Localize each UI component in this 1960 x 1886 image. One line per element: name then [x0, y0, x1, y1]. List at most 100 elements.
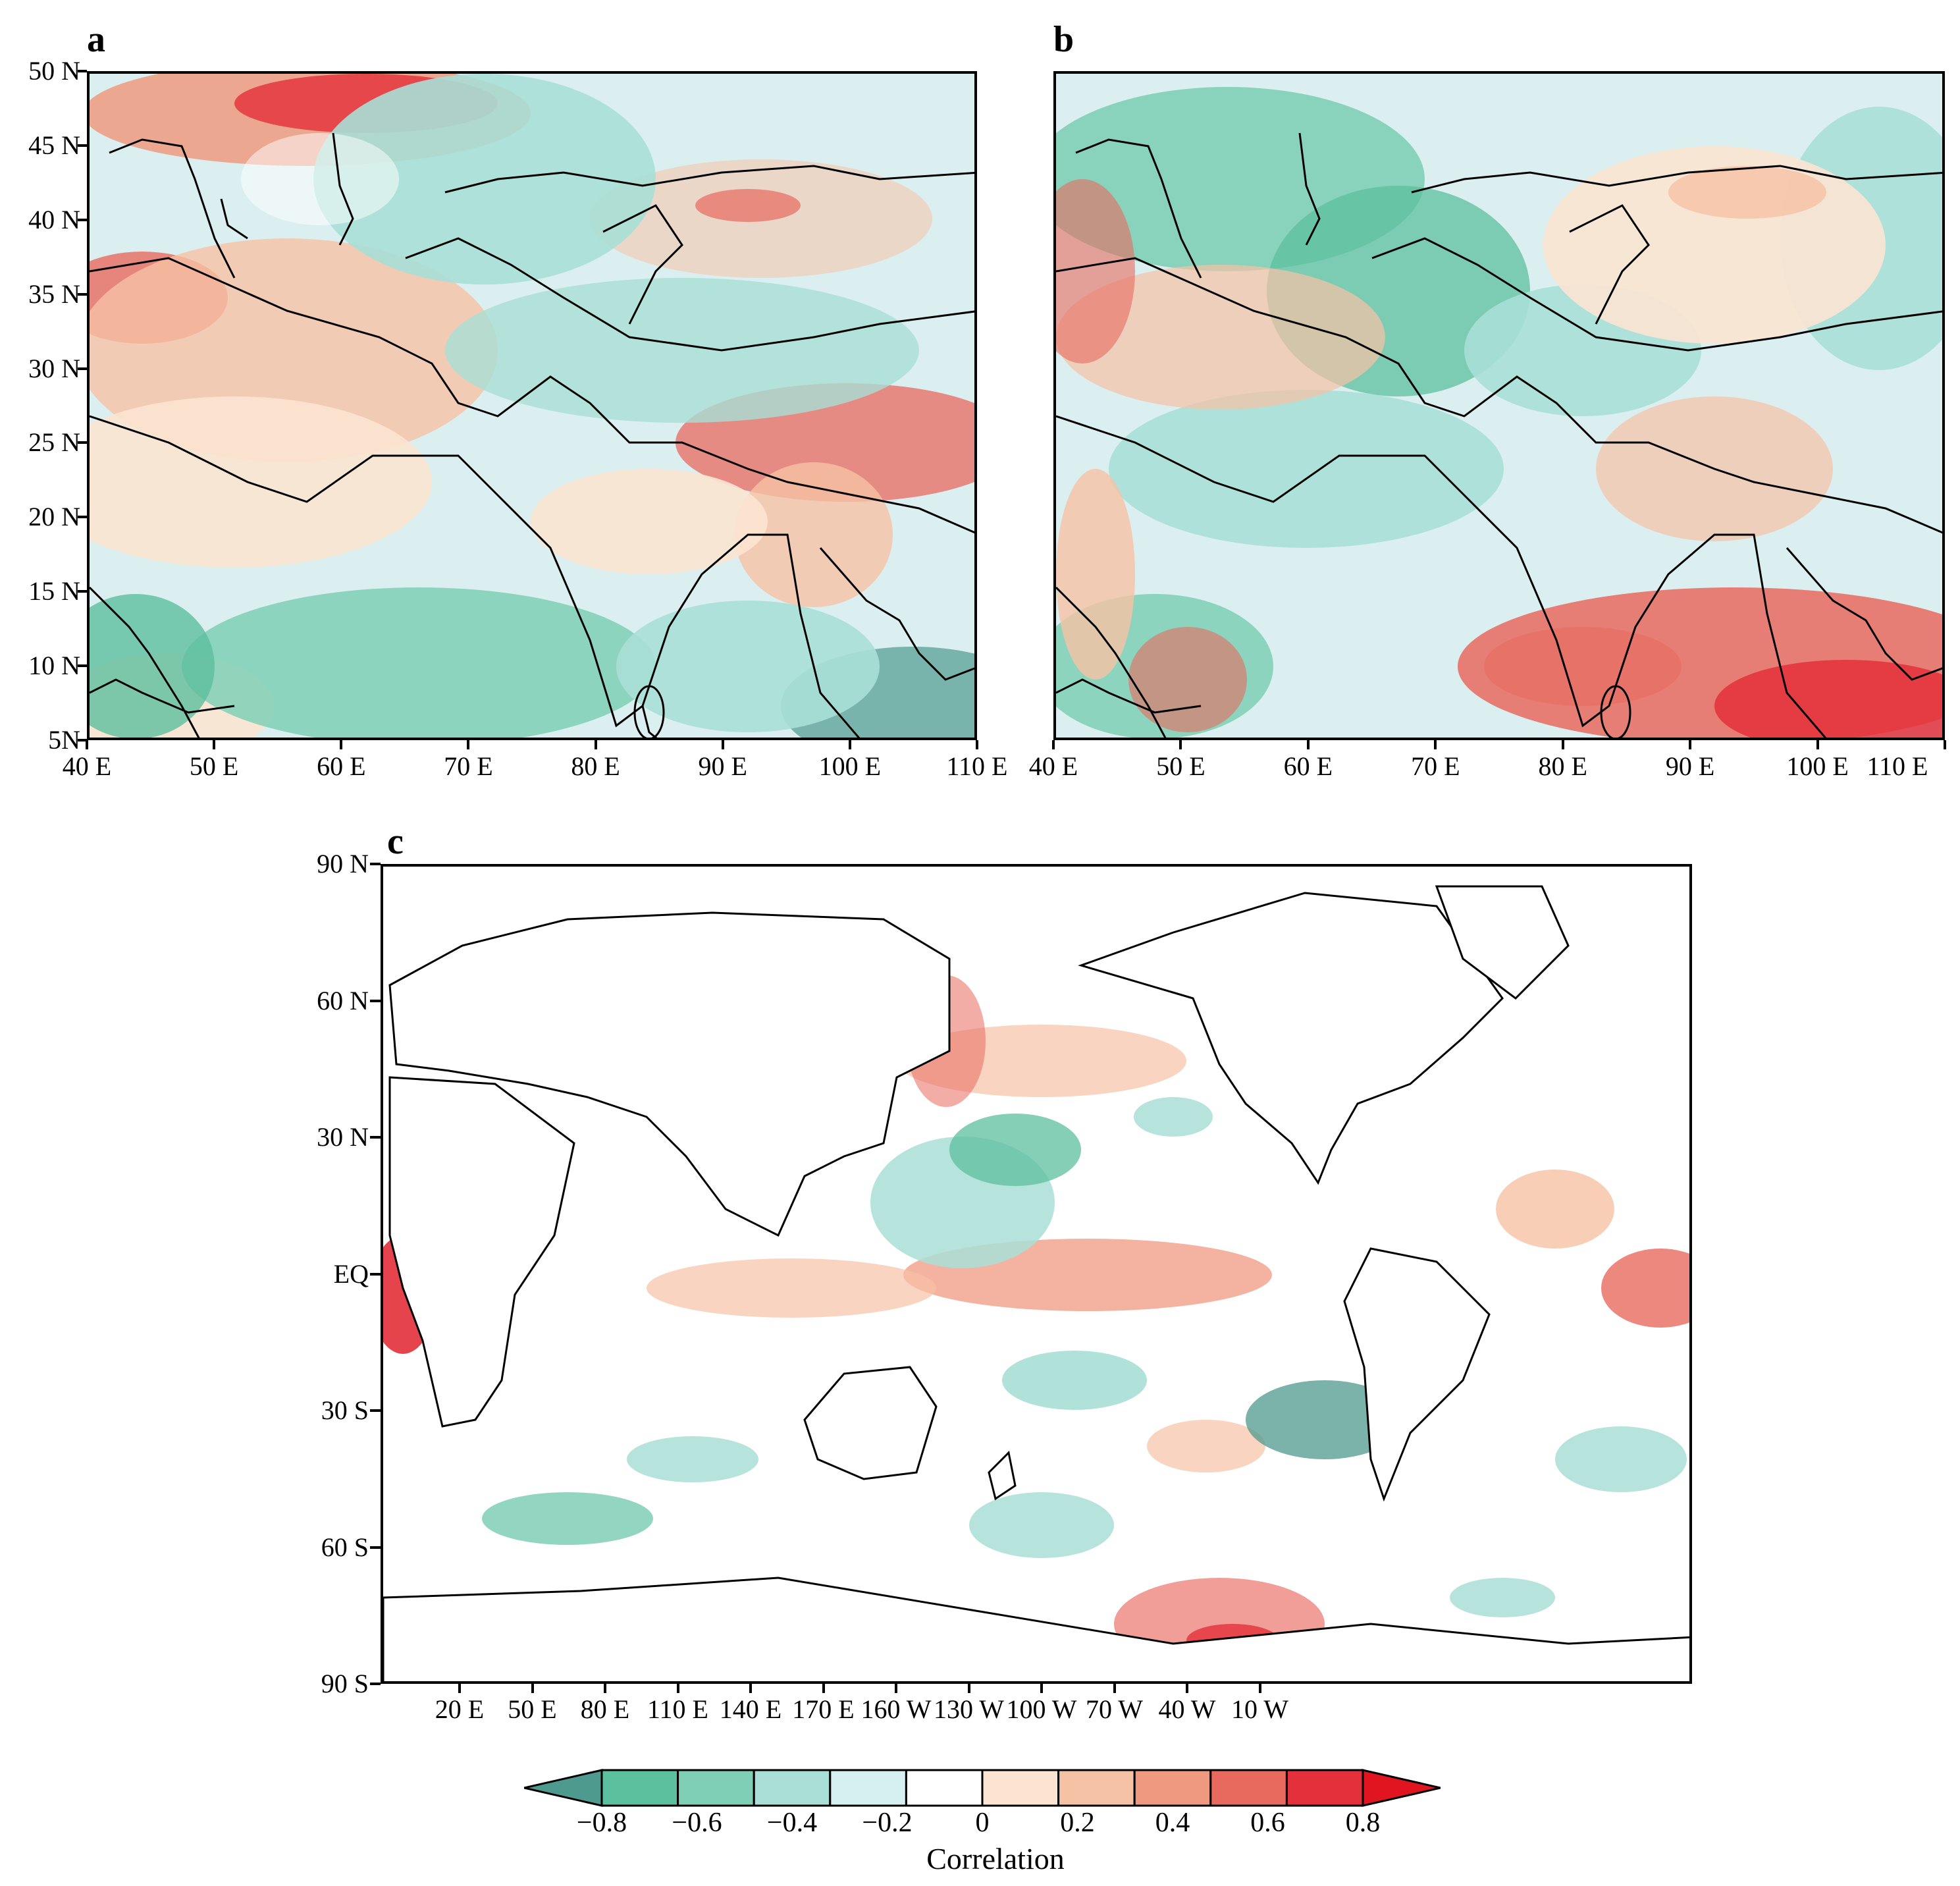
colorbar-swatches	[523, 1769, 1441, 1807]
tick-mark	[370, 1683, 381, 1685]
lon-label: 110 E	[946, 751, 1008, 781]
tick-mark	[86, 740, 88, 749]
greenland	[1435, 885, 1570, 1000]
colorbar-tick-label: 0.2	[1060, 1808, 1095, 1838]
colorbar-tick-label: −0.2	[862, 1808, 913, 1838]
colorbar-swatch	[1057, 1769, 1136, 1807]
lon-label: 40 W	[1158, 1694, 1216, 1724]
tick-mark	[78, 664, 87, 668]
tick-mark	[1052, 740, 1055, 749]
tick-mark	[721, 740, 724, 749]
tick-mark	[749, 1684, 752, 1693]
tick-mark	[895, 1684, 897, 1693]
tick-mark	[78, 367, 87, 370]
panel-a-letter: a	[87, 19, 105, 60]
tick-mark	[78, 590, 87, 593]
lon-label: 130 W	[933, 1694, 1005, 1724]
tick-mark	[1186, 1684, 1188, 1693]
lon-label: 60 E	[1283, 751, 1333, 781]
lon-label: 90 E	[1665, 751, 1715, 781]
tick-mark	[213, 740, 216, 749]
tick-mark	[1816, 740, 1819, 749]
tick-mark	[1179, 740, 1182, 749]
colorbar-tick-label: −0.4	[766, 1808, 818, 1838]
colorbar	[523, 1769, 1441, 1807]
tick-mark	[467, 740, 470, 749]
north-america	[1078, 892, 1504, 1185]
colorbar-swatch	[753, 1769, 832, 1807]
lat-label: 30 N	[28, 353, 80, 383]
tick-mark	[370, 999, 381, 1002]
tick-mark	[1306, 740, 1310, 749]
tick-mark	[78, 144, 87, 147]
lon-label: 80 E	[571, 751, 620, 781]
lat-label: 10 N	[28, 651, 80, 681]
colorbar-swatch	[1209, 1769, 1288, 1807]
tick-mark	[78, 70, 87, 72]
panel-b-letter: b	[1053, 19, 1074, 60]
colorbar-tick-label: 0.4	[1155, 1808, 1190, 1838]
lon-label: 50 E	[1156, 751, 1205, 781]
lat-label: 25 N	[28, 427, 80, 458]
tick-mark	[340, 740, 343, 749]
colorbar-tick-label: −0.8	[576, 1808, 627, 1838]
tick-mark	[78, 218, 87, 221]
tick-mark	[1113, 1684, 1116, 1693]
tick-mark	[370, 1546, 381, 1549]
lon-label: 100 E	[818, 751, 882, 781]
tick-mark	[370, 863, 381, 865]
panel-c-field	[383, 867, 1689, 1681]
panel-b-map	[1053, 71, 1945, 740]
lon-label: 110 E	[647, 1694, 708, 1724]
lat-label: 20 N	[28, 502, 80, 532]
tick-mark	[676, 1684, 679, 1693]
tick-mark	[1434, 740, 1437, 749]
lon-label: 80 E	[580, 1694, 630, 1724]
australia	[803, 1366, 938, 1480]
tick-mark	[594, 740, 597, 749]
antarctica	[383, 1576, 1689, 1681]
lon-label: 110 E	[1867, 751, 1928, 781]
colorbar-tick-label: 0	[975, 1808, 990, 1838]
lat-label: 50 N	[28, 56, 80, 86]
colorbar-tick-label: 0.6	[1250, 1808, 1285, 1838]
lon-label: 100 W	[1006, 1694, 1077, 1724]
lon-label: 60 E	[317, 751, 366, 781]
lon-label: 40 E	[62, 751, 112, 781]
tick-mark	[370, 1409, 381, 1412]
lon-label: 90 E	[698, 751, 747, 781]
tick-mark	[458, 1684, 461, 1693]
colorbar-swatch	[1285, 1769, 1364, 1807]
tick-mark	[1689, 740, 1692, 749]
tick-mark	[1040, 1684, 1043, 1693]
tick-mark	[822, 1684, 825, 1693]
lon-label: 70 E	[1411, 751, 1460, 781]
lon-label: 70 W	[1085, 1694, 1144, 1724]
lon-label: 50 E	[508, 1694, 557, 1724]
colorbar-swatch	[1133, 1769, 1212, 1807]
lat-label: 35 N	[28, 279, 80, 309]
tick-mark	[78, 516, 87, 519]
tick-mark	[78, 441, 87, 445]
lat-label: 60 S	[321, 1532, 369, 1562]
lat-label: 90 S	[321, 1669, 369, 1698]
africa	[388, 1076, 575, 1428]
colorbar-swatch	[981, 1769, 1060, 1807]
lat-label: 15 N	[28, 576, 80, 606]
lat-label: 5N	[48, 725, 80, 755]
lon-label: 70 E	[444, 751, 493, 781]
lon-label: 160 W	[861, 1694, 932, 1724]
cool-anomaly	[313, 74, 656, 284]
colorbar-max-arrow	[1362, 1769, 1441, 1807]
lon-label: 10 W	[1231, 1694, 1289, 1724]
panel-c-map	[381, 864, 1692, 1684]
panel-a-field	[90, 74, 974, 738]
panel-a-map	[87, 71, 977, 740]
tick-mark	[1944, 740, 1946, 749]
tick-mark	[848, 740, 851, 749]
colorbar-swatch	[829, 1769, 907, 1807]
tick-mark	[1561, 740, 1564, 749]
panel-c-letter: c	[387, 821, 404, 862]
lat-label: 60 N	[317, 985, 369, 1015]
lon-label: 20 E	[435, 1694, 485, 1724]
